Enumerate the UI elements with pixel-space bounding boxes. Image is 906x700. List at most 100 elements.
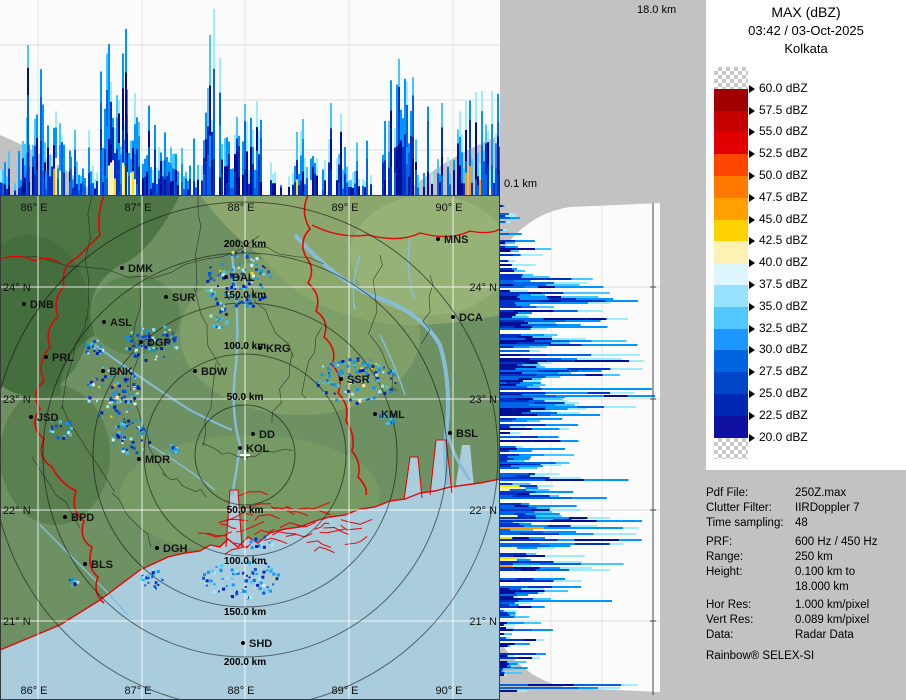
info-value: 0.100 km to	[795, 566, 856, 578]
city-label: DD	[259, 429, 275, 441]
color-swatch	[714, 176, 748, 198]
legend-tick-arrow-icon	[749, 324, 755, 333]
longitude-label: 88° E	[227, 202, 254, 214]
legend-entry: 60.0 dBZ	[759, 80, 808, 95]
city-marker	[29, 415, 33, 419]
legend-entry: 45.0 dBZ	[759, 211, 808, 226]
legend-entry: 27.5 dBZ	[759, 364, 808, 379]
product-info-panel: Pdf File: 250Z.max Clutter Filter: IIRDoppl…	[706, 480, 904, 695]
legend-tick-arrow-icon	[749, 193, 755, 202]
legend-entry: 25.0 dBZ	[759, 386, 808, 400]
legend-tick-arrow-icon	[749, 390, 755, 398]
range-ring-label: 50.0 km	[227, 505, 264, 516]
city-label: SSR	[347, 374, 370, 386]
color-swatch	[714, 285, 748, 307]
range-ring-label: 150.0 km	[224, 607, 266, 618]
legend-entry: 52.5 dBZ	[759, 146, 808, 161]
longitude-label: 86° E	[20, 202, 47, 214]
city-marker	[238, 446, 242, 450]
info-label: Time sampling:	[706, 517, 784, 529]
legend-tick-arrow-icon	[749, 84, 755, 93]
city-label: KRG	[266, 343, 290, 355]
legend-tick-arrow-icon	[749, 150, 755, 159]
city-label: SHD	[249, 638, 272, 650]
range-ring-label: 50.0 km	[227, 392, 264, 403]
software-brand-label: Rainbow® SELEX-SI	[706, 650, 815, 662]
color-swatch	[714, 306, 748, 329]
legend-entry: 35.0 dBZ	[759, 298, 808, 313]
latitude-label: 23° N	[469, 394, 497, 406]
latitude-label: 24° N	[469, 282, 497, 294]
city-label: DMK	[128, 263, 153, 275]
top-profile-chart[interactable]	[0, 0, 500, 195]
color-swatch	[714, 154, 748, 176]
color-swatch	[714, 110, 748, 133]
city-marker	[241, 641, 245, 645]
legend-tick-arrow-icon	[749, 128, 755, 137]
product-title: MAX (dBZ)	[771, 4, 841, 20]
longitude-label: 87° E	[124, 685, 151, 697]
city-marker	[102, 320, 106, 324]
color-swatch	[714, 197, 748, 220]
range-ring-label: 150.0 km	[224, 290, 266, 301]
legend-tick-arrow-icon	[749, 237, 755, 246]
station-name: Kolkata	[784, 41, 828, 56]
range-ring-label: 100.0 km	[224, 341, 266, 352]
top-profile-panel[interactable]	[0, 0, 500, 195]
info-value: 600 Hz / 450 Hz	[795, 536, 878, 548]
info-label: Pdf File:	[706, 487, 749, 499]
legend-panel: MAX (dBZ) 03:42 / 03-Oct-2025 Kolkata 60…	[706, 0, 906, 470]
city-label: ASL	[110, 317, 132, 329]
city-label: BAL	[232, 272, 255, 284]
legend-entry: 55.0 dBZ	[759, 124, 808, 139]
city-marker	[193, 369, 197, 373]
info-label: Clutter Filter:	[706, 502, 772, 514]
longitude-label: 90° E	[435, 685, 462, 697]
legend-entry: 20.0 dBZ	[759, 429, 808, 444]
city-label: DGH	[163, 543, 188, 555]
latitude-label: 22° N	[3, 505, 31, 517]
city-marker	[258, 346, 262, 350]
legend-tick-arrow-icon	[749, 106, 755, 115]
longitude-label: 90° E	[435, 202, 462, 214]
latitude-label: 23° N	[3, 394, 31, 406]
legend-tick-arrow-icon	[749, 259, 755, 268]
info-value: 0.089 km/pixel	[795, 614, 870, 626]
color-swatch	[714, 132, 748, 155]
city-marker	[120, 266, 124, 270]
product-datetime: 03:42 / 03-Oct-2025	[748, 23, 864, 38]
city-marker	[155, 546, 159, 550]
city-marker	[251, 432, 255, 436]
color-swatch	[714, 88, 748, 111]
latitude-label: 22° N	[469, 505, 497, 517]
city-marker	[339, 377, 343, 381]
city-marker	[451, 315, 455, 319]
longitude-label: 86° E	[20, 685, 47, 697]
info-label: Data:	[706, 629, 734, 641]
info-label: PRF:	[706, 536, 733, 548]
legend-entry: 40.0 dBZ	[759, 255, 808, 270]
side-profile-panel[interactable]	[500, 195, 660, 700]
city-label: MNS	[444, 234, 468, 246]
city-label: KOL	[246, 443, 270, 455]
radar-map-panel[interactable]: 200.0 km 150.0 km 100.0 km 50.0 km 50.0 km 10…	[0, 195, 500, 700]
city-marker	[137, 457, 141, 461]
range-ring-label: 100.0 km	[224, 556, 266, 567]
longitude-label: 87° E	[124, 202, 151, 214]
info-value: 18.000 km	[795, 581, 849, 593]
height-axis-min-label: 0.1 km	[504, 178, 538, 190]
radar-map[interactable]: 200.0 km 150.0 km 100.0 km 50.0 km 50.0 km 10…	[0, 195, 500, 700]
color-swatch	[714, 394, 748, 416]
info-label: Height:	[706, 566, 743, 578]
city-label: BLS	[91, 559, 113, 571]
longitude-label: 89° E	[331, 685, 358, 697]
city-marker	[224, 275, 228, 279]
city-marker	[83, 562, 87, 566]
city-label: BDW	[201, 366, 228, 378]
color-swatch	[714, 328, 748, 351]
info-label: Range:	[706, 551, 744, 563]
legend-entry: 32.5 dBZ	[759, 320, 808, 335]
range-ring-label: 200.0 km	[224, 657, 266, 668]
latitude-label: 21° N	[469, 616, 497, 628]
side-profile-chart[interactable]	[500, 195, 660, 700]
